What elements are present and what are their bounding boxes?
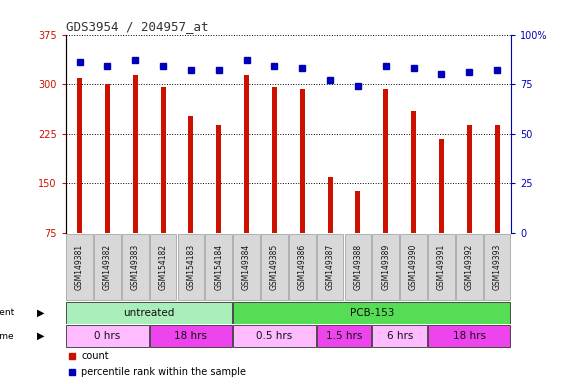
Text: 6 hrs: 6 hrs (387, 331, 413, 341)
FancyBboxPatch shape (261, 234, 288, 300)
Text: 0 hrs: 0 hrs (94, 331, 120, 341)
Text: percentile rank within the sample: percentile rank within the sample (81, 367, 246, 377)
FancyBboxPatch shape (372, 234, 399, 300)
Text: GSM149389: GSM149389 (381, 244, 391, 290)
FancyBboxPatch shape (400, 234, 427, 300)
Bar (272, 88, 277, 233)
Text: 18 hrs: 18 hrs (174, 331, 207, 341)
FancyBboxPatch shape (456, 234, 482, 300)
FancyBboxPatch shape (344, 234, 371, 300)
Text: untreated: untreated (123, 308, 175, 318)
Text: GSM149390: GSM149390 (409, 243, 418, 290)
FancyBboxPatch shape (428, 234, 455, 300)
Text: GSM149383: GSM149383 (131, 244, 140, 290)
Text: GSM149382: GSM149382 (103, 244, 112, 290)
Text: GSM149387: GSM149387 (325, 244, 335, 290)
FancyBboxPatch shape (178, 234, 204, 300)
Bar (494, 125, 500, 233)
Text: PCB-153: PCB-153 (349, 308, 394, 318)
Bar (355, 191, 360, 233)
Text: time: time (0, 332, 14, 341)
Text: GSM149393: GSM149393 (493, 243, 502, 290)
FancyBboxPatch shape (122, 234, 148, 300)
Bar (411, 111, 416, 233)
Bar (300, 89, 305, 233)
Text: count: count (81, 351, 109, 361)
Bar (216, 125, 222, 233)
FancyBboxPatch shape (233, 325, 316, 347)
Bar (467, 125, 472, 233)
FancyBboxPatch shape (66, 234, 93, 300)
Bar (244, 75, 249, 233)
Text: GSM154184: GSM154184 (214, 244, 223, 290)
FancyBboxPatch shape (317, 234, 344, 300)
Bar (383, 89, 388, 233)
Text: ▶: ▶ (37, 331, 44, 341)
FancyBboxPatch shape (484, 234, 510, 300)
Text: 1.5 hrs: 1.5 hrs (326, 331, 362, 341)
Bar (105, 84, 110, 233)
Bar (132, 75, 138, 233)
FancyBboxPatch shape (66, 325, 148, 347)
Bar (328, 177, 333, 233)
Text: 18 hrs: 18 hrs (453, 331, 486, 341)
Text: ▶: ▶ (37, 308, 44, 318)
Text: agent: agent (0, 308, 14, 317)
Text: GSM149391: GSM149391 (437, 244, 446, 290)
Bar (188, 116, 194, 233)
FancyBboxPatch shape (289, 234, 316, 300)
FancyBboxPatch shape (150, 325, 232, 347)
Text: GSM154182: GSM154182 (159, 244, 168, 290)
Text: GDS3954 / 204957_at: GDS3954 / 204957_at (66, 20, 208, 33)
Text: 0.5 hrs: 0.5 hrs (256, 331, 292, 341)
Text: GSM154183: GSM154183 (186, 244, 195, 290)
Text: GSM149385: GSM149385 (270, 244, 279, 290)
Text: GSM149388: GSM149388 (353, 244, 363, 290)
Text: GSM149384: GSM149384 (242, 244, 251, 290)
FancyBboxPatch shape (372, 325, 427, 347)
FancyBboxPatch shape (66, 301, 232, 324)
Bar (77, 78, 82, 233)
FancyBboxPatch shape (233, 234, 260, 300)
Text: GSM149381: GSM149381 (75, 244, 84, 290)
FancyBboxPatch shape (317, 325, 371, 347)
FancyBboxPatch shape (233, 301, 510, 324)
FancyBboxPatch shape (206, 234, 232, 300)
Text: GSM149386: GSM149386 (297, 244, 307, 290)
Bar (160, 87, 166, 233)
Bar (439, 139, 444, 233)
Text: GSM149392: GSM149392 (465, 244, 474, 290)
FancyBboxPatch shape (150, 234, 176, 300)
FancyBboxPatch shape (428, 325, 510, 347)
FancyBboxPatch shape (94, 234, 121, 300)
